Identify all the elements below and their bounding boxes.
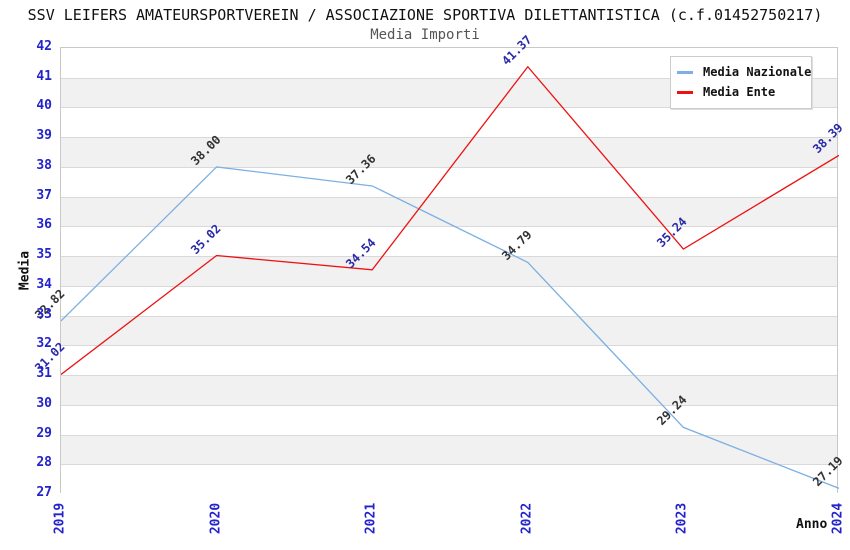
y-tick-label: 40 [36,98,52,114]
grid-band [61,434,837,465]
legend-item-media-nazionale: Media Nazionale [677,62,811,82]
grid-band [61,345,837,376]
plot-area [60,47,839,494]
y-tick-label: 36 [36,217,52,233]
grid-band [61,226,837,257]
y-tick-label: 29 [36,425,52,441]
y-tick-label: 28 [36,455,52,471]
media-nazionale-line-swatch-icon [677,70,693,74]
grid-band [61,196,837,227]
y-tick-label: 39 [36,128,52,144]
grid-band [61,375,837,405]
grid-band [61,464,837,494]
grid-band [61,166,837,197]
grid-band [61,107,837,138]
series-line-media-ente [61,65,839,375]
y-tick-label: 41 [36,68,52,84]
y-tick-label: 33 [36,306,52,322]
grid-band [61,137,837,167]
legend-label: Media Nazionale [703,65,812,79]
x-tick-label: 2021 [363,502,379,535]
y-tick-label: 37 [36,187,52,203]
y-tick-label: 35 [36,247,52,263]
series-line-media-nazionale [61,166,839,489]
media-ente-line-swatch-icon [677,90,693,94]
x-tick-label: 2024 [830,502,846,535]
x-tick-label: 2020 [208,502,224,535]
x-axis-title: Anno [796,517,828,532]
y-tick-label: 42 [36,39,52,54]
grid-band [61,256,837,286]
legend: Media Nazionale Media Ente [670,56,812,109]
chart-subtitle: Media Importi [370,27,480,43]
y-tick-label: 31 [36,366,52,382]
legend-item-media-ente: Media Ente [677,82,811,102]
grid-band [61,404,837,435]
chart-title: SSV LEIFERS AMATEURSPORTVEREIN / ASSOCIA… [27,6,823,24]
x-tick-label: 2023 [674,502,690,535]
x-tick-label: 2022 [519,502,535,535]
y-tick-label: 34 [36,276,52,292]
legend-label: Media Ente [703,85,776,99]
grid-band [61,315,837,346]
x-tick-label: 2019 [52,502,68,535]
y-tick-label: 38 [36,157,52,173]
y-tick-label: 30 [36,395,52,411]
y-tick-label: 32 [36,336,52,352]
y-tick-label: 27 [36,485,52,500]
chart-lines [61,65,839,489]
grid-band [61,285,837,316]
